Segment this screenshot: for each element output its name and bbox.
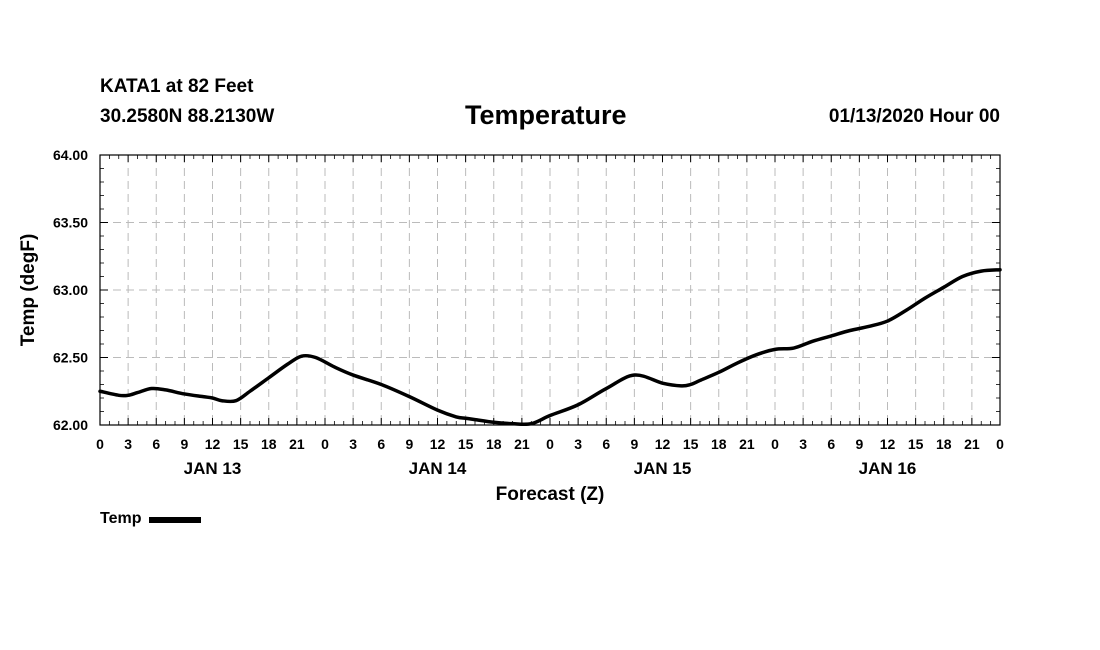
x-tick-label: 18 [711,436,727,452]
x-tick-label: 18 [486,436,502,452]
x-tick-label: 12 [655,436,671,452]
x-tick-label: 0 [96,436,104,452]
y-tick-label: 62.00 [53,417,88,433]
station-coordinates: 30.2580N 88.2130W [100,106,275,127]
x-tick-label: 21 [289,436,305,452]
x-axis-label: Forecast (Z) [496,484,605,505]
x-tick-label: 18 [261,436,277,452]
x-tick-label: 12 [880,436,896,452]
x-tick-label: 15 [683,436,699,452]
x-tick-label: 21 [514,436,530,452]
x-tick-label: 0 [546,436,554,452]
x-tick-label: 3 [799,436,807,452]
legend-line-swatch [149,517,202,523]
x-tick-label: 6 [152,436,160,452]
x-tick-label: 6 [602,436,610,452]
series-layer [98,268,1002,427]
x-tick-label: 15 [233,436,249,452]
day-label: JAN 15 [634,459,692,478]
forecast-time: 01/13/2020 Hour 00 [828,106,1000,127]
x-tick-label: 9 [180,436,188,452]
x-tick-label: 9 [855,436,863,452]
x-tick-label: 0 [771,436,779,452]
x-tick-label: 3 [124,436,132,452]
legend-label: Temp [100,510,142,527]
x-tick-label: 15 [908,436,924,452]
x-tick-label: 15 [458,436,474,452]
temp-series-line [98,268,1002,427]
x-tick-label: 21 [739,436,755,452]
plot-frame [99,154,1001,426]
x-tick-label: 0 [996,436,1004,452]
y-tick-label: 62.50 [53,350,88,366]
x-tick-label: 3 [574,436,582,452]
x-tick-label: 0 [321,436,329,452]
y-tick-label: 63.50 [53,215,88,231]
x-tick-label: 6 [827,436,835,452]
x-tick-label: 3 [349,436,357,452]
y-axis-label: Temp (degF) [18,234,39,347]
x-tick-label: 9 [630,436,638,452]
chart-title: Temperature [465,100,627,130]
x-tick-label: 9 [405,436,413,452]
x-tick-label: 12 [430,436,446,452]
tick-layer [99,154,1001,426]
legend: Temp [100,510,202,528]
grid-layer [100,155,1000,425]
station-name: KATA1 at 82 Feet [100,76,254,97]
day-label: JAN 14 [409,459,467,478]
day-label: JAN 13 [184,459,242,478]
x-tick-label: 12 [205,436,221,452]
y-tick-label: 63.00 [53,282,88,298]
y-tick-label: 64.00 [53,147,88,163]
label-layer: 0 3 6 9 12 15 18 21 0 3 6 9 12 15 18 21 0 3 6 9 12 15 18 21 0 3 6 9… [53,147,1004,478]
day-label: JAN 16 [859,459,917,478]
x-tick-label: 18 [936,436,952,452]
x-tick-label: 6 [377,436,385,452]
x-tick-label: 21 [964,436,980,452]
